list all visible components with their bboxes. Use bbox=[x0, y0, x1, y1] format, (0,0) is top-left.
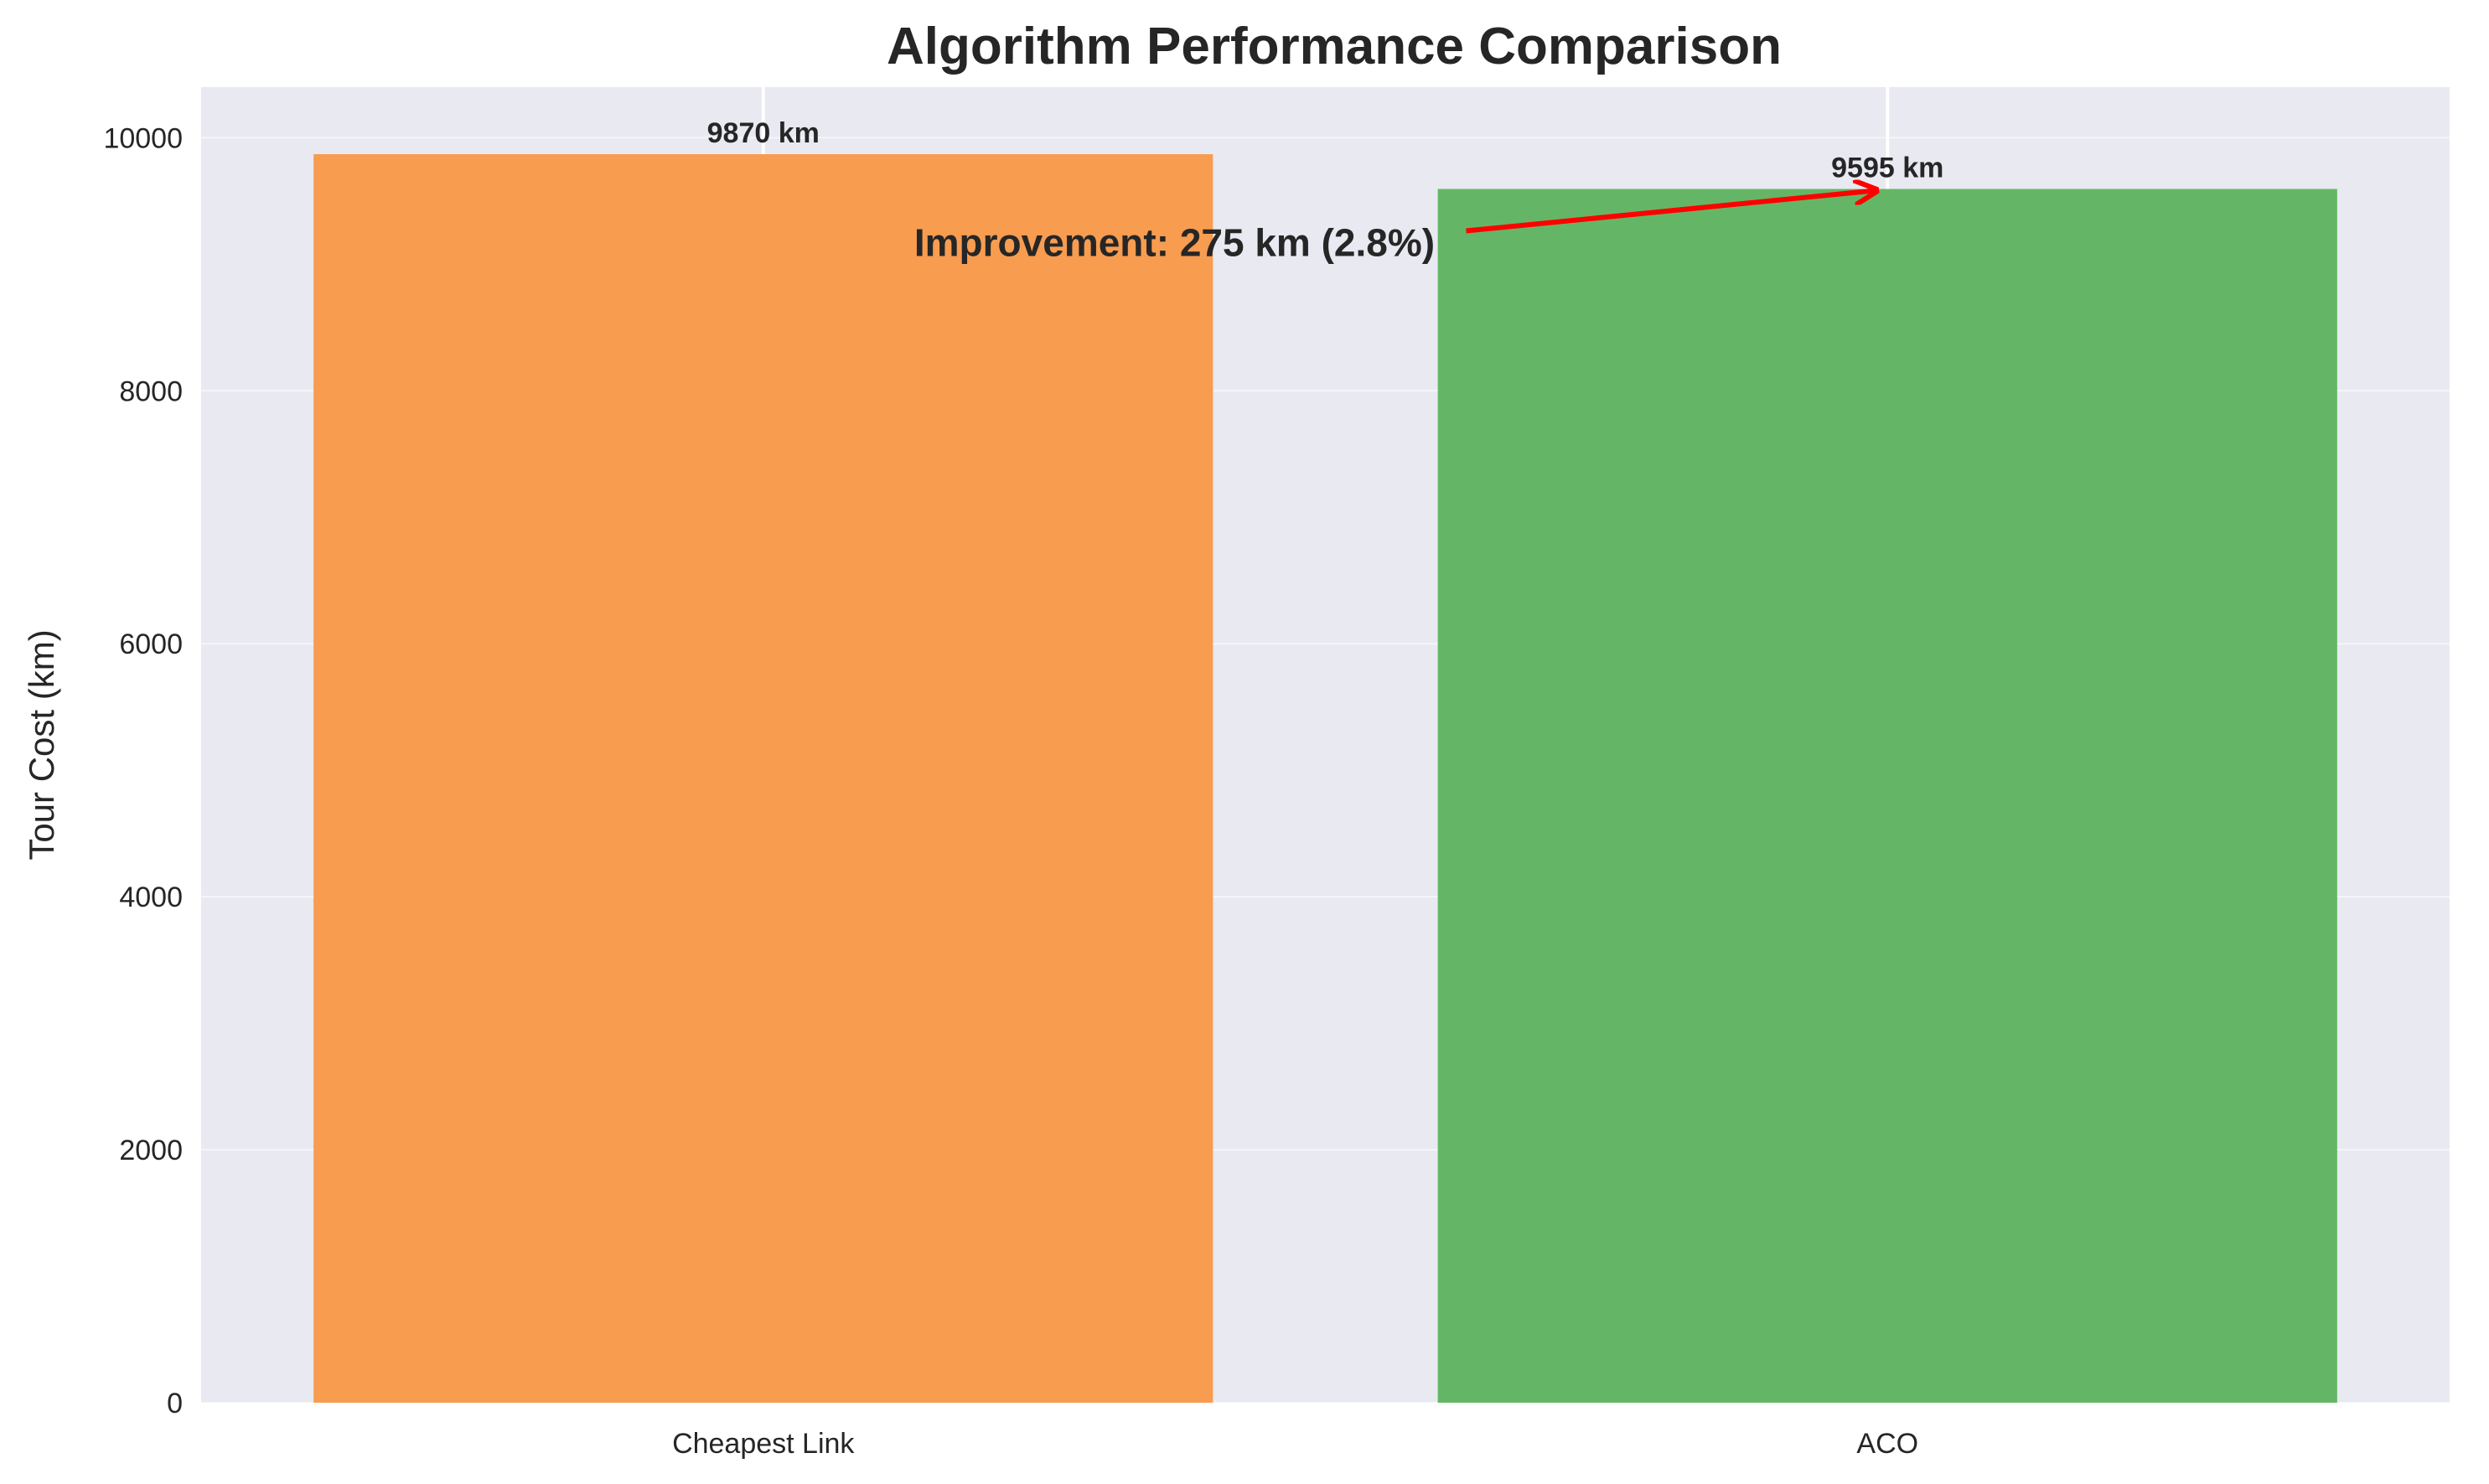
bar-value-label: 9870 km bbox=[707, 117, 820, 149]
y-tick-label: 4000 bbox=[119, 882, 183, 913]
x-tick-labels: Cheapest Link ACO bbox=[672, 1428, 1918, 1460]
y-tick-label: 8000 bbox=[119, 375, 183, 407]
y-axis-label: Tour Cost (km) bbox=[22, 629, 61, 860]
y-tick-label: 2000 bbox=[119, 1135, 183, 1166]
y-tick-label: 0 bbox=[167, 1388, 183, 1419]
y-tick-labels: 0 2000 4000 6000 8000 10000 bbox=[103, 122, 183, 1419]
x-tick-label: ACO bbox=[1856, 1428, 1918, 1460]
bar-value-label: 9595 km bbox=[1831, 153, 1943, 184]
bar bbox=[1437, 189, 2337, 1403]
x-tick-label: Cheapest Link bbox=[672, 1428, 855, 1460]
data-labels: 9870 km 9595 km bbox=[707, 117, 1944, 184]
improvement-annotation: Improvement: 275 km (2.8%) bbox=[914, 191, 1874, 265]
bars bbox=[313, 154, 2337, 1403]
chart-title: Algorithm Performance Comparison bbox=[887, 18, 1782, 75]
bar bbox=[313, 154, 1213, 1403]
y-tick-label: 10000 bbox=[103, 122, 183, 154]
annotation-arrow bbox=[1466, 191, 1875, 234]
y-tick-label: 6000 bbox=[119, 628, 183, 660]
annotation-text: Improvement: 275 km (2.8%) bbox=[914, 221, 1435, 265]
